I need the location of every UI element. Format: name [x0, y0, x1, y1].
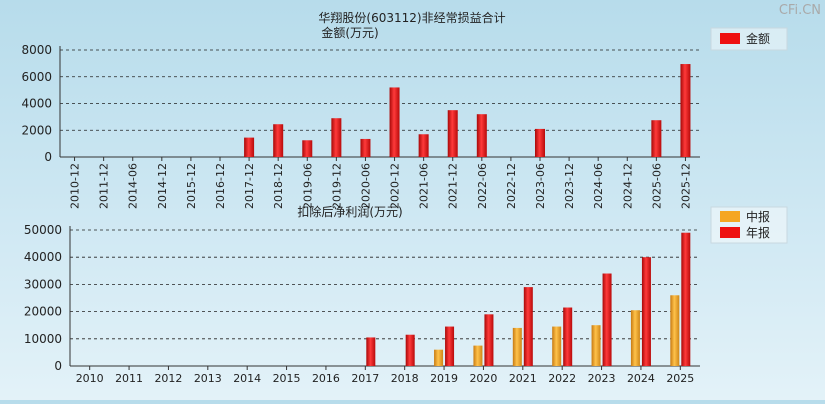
x-tick-label: 2021 — [509, 372, 537, 385]
x-tick-label: 2024-06 — [592, 163, 605, 209]
chart2-title: 扣除后净利润(万元) — [297, 204, 402, 219]
x-tick-label: 2020 — [469, 372, 497, 385]
x-tick-label: 2023-06 — [534, 163, 547, 209]
x-tick-label: 2017 — [351, 372, 379, 385]
bar-2025-年报 — [681, 232, 691, 366]
x-tick-label: 2014 — [233, 372, 261, 385]
bar-2023-中报 — [591, 325, 601, 366]
x-tick-label: 2024-12 — [621, 163, 634, 209]
bar-2020-年报 — [484, 314, 494, 366]
bar-2022-年报 — [563, 307, 573, 366]
x-tick-label: 2019-06 — [301, 163, 314, 209]
x-tick-label: 2022-12 — [505, 163, 518, 209]
x-tick-label: 2025 — [666, 372, 694, 385]
y-tick-label: 30000 — [24, 277, 62, 291]
bar-2021-中报 — [512, 327, 522, 366]
x-tick-label: 2015-12 — [185, 163, 198, 209]
chart1-legend-label: 金额 — [746, 31, 770, 46]
x-tick-label: 2015 — [273, 372, 301, 385]
bar-2023-06-金额 — [535, 128, 545, 157]
bar-2017-年报 — [366, 337, 376, 366]
x-tick-label: 2025-06 — [650, 163, 663, 209]
chart2-legend: 中报 年报 — [710, 206, 788, 244]
chart1-subtitle: 金额(万元) — [321, 25, 378, 40]
x-tick-label: 2023 — [588, 372, 616, 385]
x-tick-label: 2023-12 — [563, 163, 576, 209]
bar-2017-12-金额 — [244, 137, 255, 157]
x-tick-label: 2022 — [548, 372, 576, 385]
chart2-plot-area: 0 10000 20000 30000 40000 50000 2010 2011 2012 20… — [24, 223, 700, 385]
bar-2019-12-金额 — [331, 118, 342, 157]
x-tick-label: 2022-06 — [476, 163, 489, 209]
x-tick-label: 2016-12 — [214, 163, 227, 209]
y-tick-label: 0 — [44, 150, 52, 164]
bar-2021-年报 — [523, 287, 533, 366]
y-tick-label: 40000 — [24, 250, 62, 264]
x-tick-label: 2019-12 — [330, 163, 343, 209]
watermark: CFi.CN — [779, 3, 821, 18]
y-tick-label: 10000 — [24, 332, 62, 346]
bar-2023-年报 — [602, 273, 612, 366]
bar-2024-年报 — [641, 257, 651, 366]
y-tick-label: 8000 — [21, 43, 52, 57]
chart2-legend-label-h1: 中报 — [746, 209, 770, 224]
x-tick-label: 2020-12 — [389, 163, 402, 209]
x-tick-label: 2011 — [115, 372, 143, 385]
chart1-legend-swatch — [720, 33, 740, 44]
x-tick-label: 2014-06 — [127, 163, 140, 209]
chart1-plot-area: 0 2000 4000 6000 8000 2010-12 2011-12 2014-06 20… — [21, 43, 700, 209]
x-tick-label: 2024 — [627, 372, 655, 385]
x-tick-label: 2010-12 — [69, 163, 82, 209]
bar-2021-12-金额 — [447, 110, 458, 157]
bar-2022-中报 — [552, 326, 562, 366]
y-tick-label: 20000 — [24, 305, 62, 319]
chart2-legend-label-annual: 年报 — [746, 225, 770, 240]
bar-2018-年报 — [405, 334, 415, 366]
y-tick-label: 50000 — [24, 223, 62, 237]
x-tick-label: 2021-12 — [447, 163, 460, 209]
x-tick-label: 2017-12 — [243, 163, 256, 209]
x-tick-label: 2021-06 — [418, 163, 431, 209]
bar-2021-06-金额 — [418, 134, 429, 157]
x-tick-label: 2018-12 — [272, 163, 285, 209]
y-tick-label: 4000 — [21, 97, 52, 111]
bar-2020-12-金额 — [389, 87, 400, 157]
x-tick-label: 2011-12 — [98, 163, 111, 209]
chart2-legend-swatch-annual — [720, 227, 740, 238]
bar-2020-06-金额 — [360, 138, 371, 157]
x-tick-label: 2018 — [391, 372, 419, 385]
chart2-legend-swatch-h1 — [720, 211, 740, 222]
bar-2019-中报 — [434, 349, 444, 366]
x-tick-label: 2010 — [76, 372, 104, 385]
bar-2022-06-金额 — [476, 114, 487, 157]
chart1-title: 华翔股份(603112)非经常损益合计 — [318, 10, 505, 25]
x-tick-label: 2012 — [154, 372, 182, 385]
bar-2020-中报 — [473, 345, 483, 366]
bar-2025-06-金额 — [651, 120, 662, 157]
x-tick-label: 2025-12 — [679, 163, 692, 209]
x-tick-label: 2020-06 — [359, 163, 372, 209]
x-tick-label: 2014-12 — [156, 163, 169, 209]
bar-2019-06-金额 — [302, 140, 313, 157]
y-tick-label: 2000 — [21, 123, 52, 137]
bar-2025-12-金额 — [680, 64, 691, 157]
bar-2024-中报 — [630, 310, 640, 366]
bar-2018-12-金额 — [273, 124, 284, 157]
x-tick-label: 2013 — [194, 372, 222, 385]
x-tick-label: 2019 — [430, 372, 458, 385]
y-tick-label: 0 — [54, 359, 62, 373]
chart1-legend: 金额 — [710, 27, 788, 51]
y-tick-label: 6000 — [21, 70, 52, 84]
x-tick-label: 2016 — [312, 372, 340, 385]
bar-2025-中报 — [670, 295, 680, 366]
bar-2019-年报 — [445, 326, 455, 366]
